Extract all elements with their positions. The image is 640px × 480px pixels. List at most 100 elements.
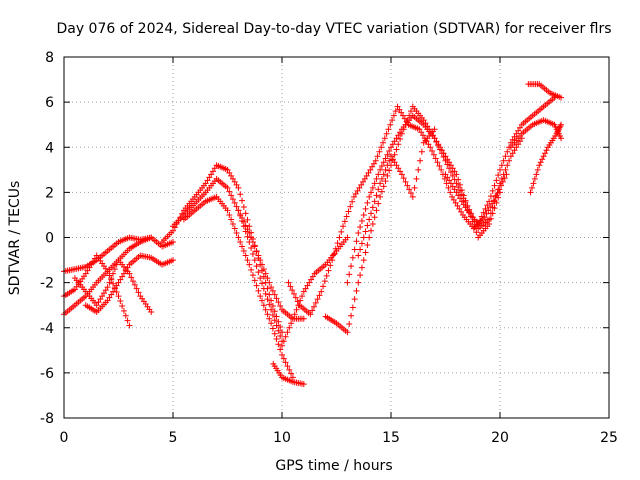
- data-point: [271, 308, 278, 315]
- data-point: [442, 171, 449, 178]
- data-point: [249, 272, 256, 279]
- data-point: [453, 189, 460, 196]
- data-point: [558, 121, 565, 128]
- data-point: [432, 155, 439, 162]
- data-point: [330, 251, 337, 258]
- data-point: [307, 311, 314, 318]
- data-point: [231, 225, 238, 232]
- data-point: [228, 172, 235, 179]
- data-point: [375, 200, 382, 207]
- data-point: [204, 177, 211, 184]
- data-point: [501, 175, 508, 182]
- data-point: [440, 150, 447, 157]
- data-point: [327, 262, 334, 269]
- data-point: [275, 341, 282, 348]
- data-point: [255, 252, 262, 259]
- data-point: [264, 311, 271, 318]
- data-point: [124, 317, 131, 324]
- data-point: [450, 196, 457, 203]
- data-point: [334, 240, 341, 247]
- data-point: [369, 220, 376, 227]
- data-point: [268, 306, 275, 313]
- data-point: [244, 257, 251, 264]
- data-point: [275, 299, 282, 306]
- data-point: [284, 329, 291, 336]
- data-point: [516, 138, 523, 145]
- data-point: [481, 214, 488, 221]
- data-point: [360, 211, 367, 218]
- data-point: [268, 284, 275, 291]
- data-point: [351, 246, 358, 253]
- data-point: [237, 211, 244, 218]
- data-point: [497, 189, 503, 196]
- data-point: [406, 186, 413, 193]
- y-tick-label: 8: [45, 50, 54, 66]
- data-point: [438, 166, 445, 173]
- data-point: [433, 138, 440, 145]
- data-point: [284, 363, 291, 370]
- data-point: [374, 153, 381, 160]
- data-point: [349, 254, 356, 261]
- data-point: [366, 234, 373, 241]
- data-point: [82, 270, 89, 277]
- data-point: [402, 178, 409, 185]
- data-point: [259, 280, 266, 287]
- series-track-15: [355, 126, 438, 259]
- data-point: [358, 240, 365, 247]
- data-point: [458, 198, 465, 205]
- data-point: [391, 138, 398, 145]
- data-point: [438, 147, 445, 154]
- data-point: [478, 213, 485, 220]
- data-point: [378, 188, 385, 195]
- data-point: [454, 202, 461, 209]
- data-point: [97, 296, 104, 303]
- data-point: [371, 198, 378, 205]
- data-point: [418, 129, 425, 136]
- data-point: [106, 279, 113, 286]
- data-point: [396, 106, 403, 113]
- data-point: [511, 133, 518, 140]
- data-point: [515, 141, 522, 148]
- x-tick-label: 5: [169, 430, 178, 446]
- data-point: [355, 229, 362, 236]
- data-point: [394, 103, 401, 110]
- data-point: [368, 210, 375, 217]
- data-point: [239, 197, 246, 204]
- data-point: [393, 146, 400, 153]
- data-point: [351, 296, 358, 303]
- data-point: [233, 229, 240, 236]
- data-point: [336, 234, 343, 241]
- data-point: [268, 320, 275, 327]
- data-point: [516, 124, 523, 131]
- data-point: [320, 283, 327, 290]
- data-point: [126, 322, 133, 329]
- data-point: [269, 311, 276, 318]
- data-point: [364, 222, 371, 229]
- data-point: [506, 157, 513, 164]
- data-point: [364, 242, 371, 249]
- data-point: [429, 148, 436, 155]
- data-point: [378, 175, 385, 182]
- data-point: [282, 359, 289, 366]
- data-point: [386, 157, 393, 164]
- data-point: [431, 126, 438, 133]
- data-point: [104, 284, 111, 291]
- data-point: [460, 201, 467, 208]
- data-point: [318, 288, 325, 295]
- data-point: [367, 166, 374, 173]
- data-point: [262, 290, 269, 297]
- data-point: [233, 203, 240, 210]
- data-point: [228, 192, 235, 199]
- data-point: [269, 325, 276, 332]
- data-point: [249, 251, 256, 258]
- data-point: [209, 168, 216, 175]
- data-point: [95, 299, 102, 306]
- y-tick-label: 6: [45, 95, 54, 111]
- data-point: [287, 283, 294, 290]
- data-point: [271, 291, 278, 298]
- data-point: [447, 180, 454, 187]
- data-point: [102, 287, 109, 294]
- data-point: [235, 234, 242, 241]
- data-point: [364, 199, 371, 206]
- data-point: [239, 243, 246, 250]
